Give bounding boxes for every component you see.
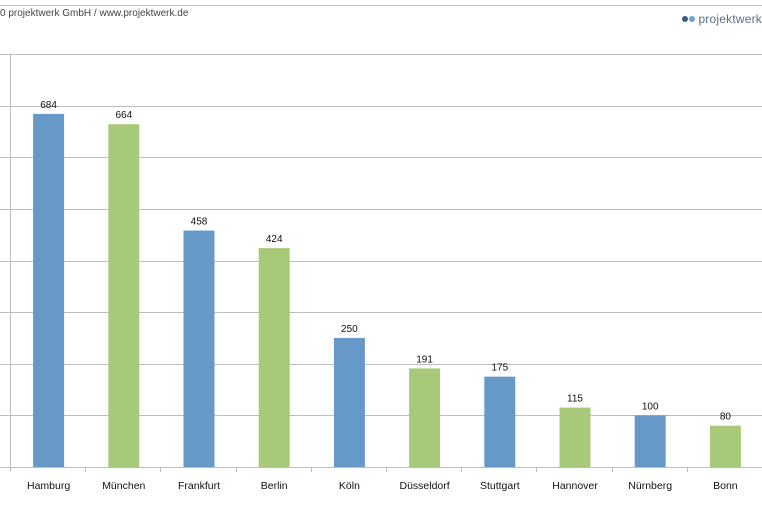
bar <box>108 124 140 468</box>
bar <box>709 425 741 467</box>
data-label: 458 <box>191 217 208 228</box>
bar <box>559 407 591 467</box>
bar <box>484 376 516 467</box>
bar <box>183 230 215 467</box>
x-tick-label: Köln <box>339 480 360 492</box>
copyright-text: 0 projektwerk GmbH / www.projektwerk.de <box>0 8 189 19</box>
logo-dot-light <box>689 16 696 22</box>
data-label: 664 <box>115 110 132 121</box>
logo-dot-dark <box>682 16 689 22</box>
x-tick-label: Berlin <box>261 480 288 492</box>
data-label: 424 <box>266 234 283 245</box>
x-tick-label: Düsseldorf <box>399 480 449 492</box>
data-label: 175 <box>491 363 508 374</box>
data-label: 80 <box>720 412 732 423</box>
x-tick-label: Bonn <box>713 480 738 492</box>
x-tick-label: Frankfurt <box>178 480 220 492</box>
x-tick-label: Stuttgart <box>480 480 520 492</box>
x-tick-label: Nürnberg <box>628 480 672 492</box>
bar <box>333 337 365 467</box>
data-label: 100 <box>642 401 659 412</box>
bar <box>33 113 65 467</box>
two-circles-icon <box>682 16 696 22</box>
x-tick-label: Hannover <box>552 480 598 492</box>
bar <box>409 368 441 467</box>
logo-text: projektwerk <box>698 12 762 26</box>
data-label: 250 <box>341 324 358 335</box>
data-label: 191 <box>416 354 433 365</box>
data-label: 684 <box>40 100 57 111</box>
bar <box>634 415 666 467</box>
bar <box>258 248 290 467</box>
x-tick-label: Hamburg <box>27 480 70 492</box>
header-divider <box>0 5 762 6</box>
data-label: 115 <box>567 394 583 405</box>
x-tick-label: München <box>102 480 145 492</box>
brand-logo: projektwerk <box>682 12 762 26</box>
